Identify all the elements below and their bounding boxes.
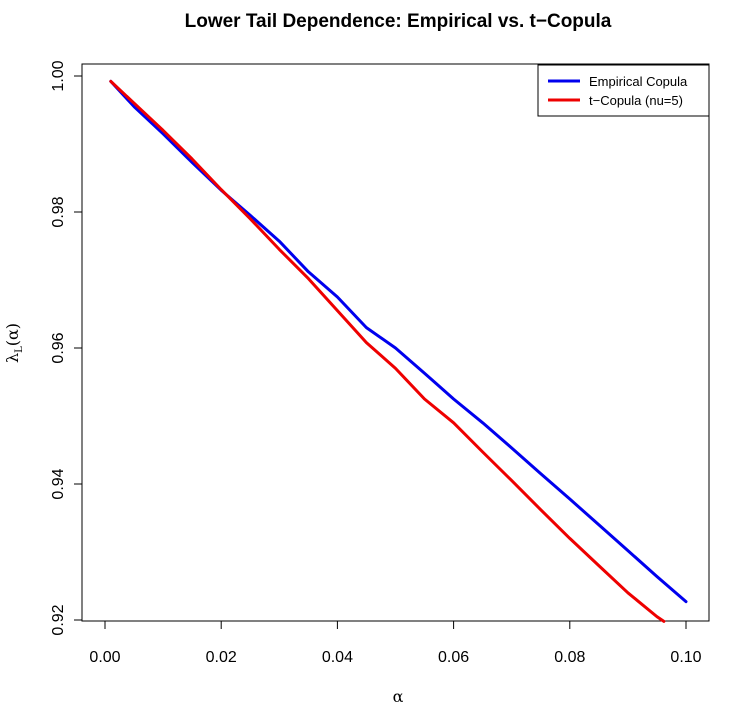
x-tick-label: 0.00 — [89, 649, 120, 666]
series-line-tcopula — [109, 79, 666, 623]
x-tick-label: 0.06 — [438, 649, 469, 666]
x-tick-label: 0.10 — [670, 649, 701, 666]
y-axis-label: λL(α) — [3, 323, 25, 363]
y-tick-label: 0.94 — [50, 468, 67, 499]
legend-label-empirical: Empirical Copula — [589, 74, 688, 89]
chart-title: Lower Tail Dependence: Empirical vs. t−C… — [185, 11, 612, 32]
x-tick-label: 0.08 — [554, 649, 585, 666]
legend: Empirical Copula t−Copula (nu=5) — [537, 64, 710, 117]
x-tick-label: 0.04 — [322, 649, 353, 666]
x-axis-label: α — [393, 687, 404, 705]
legend-box — [537, 64, 710, 117]
x-tick-label: 0.02 — [206, 649, 237, 666]
series-layer — [109, 79, 688, 623]
y-tick-label: 0.98 — [50, 196, 67, 227]
x-axis: 0.00 0.02 0.04 0.06 0.08 0.10 — [89, 620, 702, 666]
y-tick-label: 0.96 — [50, 332, 67, 363]
y-axis-label-subscript: L — [14, 346, 25, 353]
y-tick-label: 1.00 — [50, 60, 67, 91]
y-axis-label-symbol: λ — [3, 353, 22, 363]
legend-label-tcopula: t−Copula (nu=5) — [589, 93, 683, 108]
y-tick-label: 0.92 — [50, 604, 67, 635]
y-axis-label-argument: (α) — [3, 323, 22, 346]
y-axis: 0.92 0.94 0.96 0.98 1.00 — [50, 60, 83, 636]
series-line-empirical — [109, 79, 688, 604]
